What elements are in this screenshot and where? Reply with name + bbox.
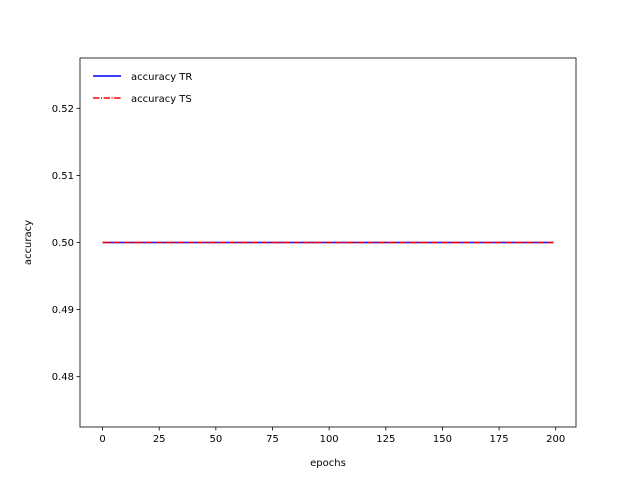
x-axis-label: epochs <box>310 458 346 469</box>
y-tick-label: 0.49 <box>52 305 74 316</box>
x-axis: 0 25 50 75 100 125 150 175 200 <box>99 427 565 445</box>
x-tick-label: 75 <box>266 434 279 445</box>
legend-label: accuracy TS <box>131 94 192 105</box>
y-tick-label: 0.52 <box>52 104 74 115</box>
y-axis: 0.48 0.49 0.50 0.51 0.52 <box>52 104 80 383</box>
x-tick-label: 0 <box>99 434 105 445</box>
legend: accuracy TR accuracy TS <box>93 72 192 105</box>
x-tick-label: 125 <box>376 434 395 445</box>
legend-label: accuracy TR <box>131 72 192 83</box>
x-tick-label: 200 <box>546 434 565 445</box>
x-tick-label: 175 <box>490 434 509 445</box>
x-tick-label: 25 <box>153 434 166 445</box>
y-tick-label: 0.48 <box>52 372 74 383</box>
y-tick-label: 0.51 <box>52 171 74 182</box>
y-axis-label: accuracy <box>23 220 34 265</box>
x-tick-label: 50 <box>209 434 222 445</box>
y-tick-label: 0.50 <box>52 238 74 249</box>
x-tick-label: 100 <box>320 434 339 445</box>
x-tick-label: 150 <box>433 434 452 445</box>
